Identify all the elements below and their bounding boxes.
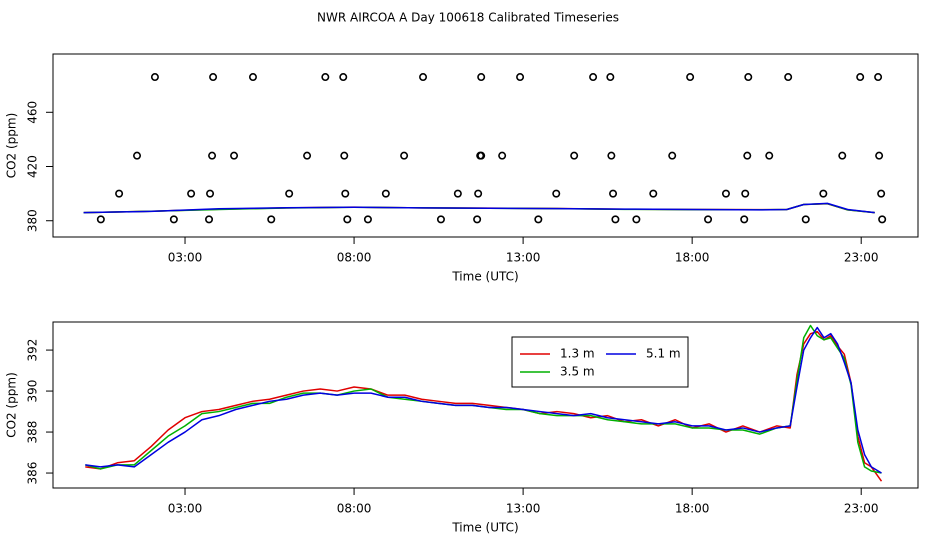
point	[339, 73, 348, 82]
y-axis-label: CO2 (ppm)	[5, 372, 19, 438]
x-tick-label: 13:00	[506, 251, 541, 265]
point	[474, 189, 483, 198]
point	[133, 151, 142, 160]
point	[801, 215, 810, 224]
x-tick-label: 03:00	[168, 502, 203, 516]
point	[363, 215, 372, 224]
point	[205, 215, 214, 224]
point	[704, 215, 713, 224]
x-tick-label: 08:00	[337, 502, 372, 516]
x-tick-label: 23:00	[844, 502, 879, 516]
point	[570, 151, 579, 160]
point	[856, 73, 865, 82]
point	[285, 189, 294, 198]
point	[668, 151, 677, 160]
point	[187, 189, 196, 198]
point	[436, 215, 445, 224]
point	[477, 151, 486, 160]
point	[838, 151, 847, 160]
y-tick-label: 420	[26, 155, 40, 178]
point	[208, 151, 217, 160]
y-tick-label: 392	[26, 339, 40, 362]
point	[632, 215, 641, 224]
point	[321, 73, 330, 82]
point	[169, 215, 178, 224]
x-axis-label: Time (UTC)	[451, 270, 518, 284]
x-tick-label: 03:00	[168, 251, 203, 265]
point	[606, 73, 615, 82]
point	[878, 215, 887, 224]
y-tick-label: 380	[26, 209, 40, 232]
x-axis-label: Time (UTC)	[451, 521, 518, 535]
point	[649, 189, 658, 198]
point	[589, 73, 598, 82]
point	[267, 215, 276, 224]
point	[473, 215, 482, 224]
point	[744, 73, 753, 82]
point	[343, 215, 352, 224]
point	[686, 73, 695, 82]
x-tick-label: 23:00	[844, 251, 879, 265]
point	[115, 189, 124, 198]
point	[607, 151, 616, 160]
y-tick-label: 386	[26, 462, 40, 485]
point	[552, 189, 561, 198]
point	[381, 189, 390, 198]
legend-label: 5.1 m	[646, 347, 681, 361]
point	[340, 151, 349, 160]
series-line	[85, 326, 882, 474]
point	[819, 189, 828, 198]
legend-label: 1.3 m	[560, 347, 595, 361]
point	[784, 73, 793, 82]
y-tick-label: 390	[26, 380, 40, 403]
x-tick-label: 18:00	[675, 502, 710, 516]
legend-label: 3.5 m	[560, 365, 595, 379]
plot-frame	[52, 53, 919, 238]
point	[150, 73, 159, 82]
point	[877, 189, 886, 198]
point	[874, 73, 883, 82]
plot-frame	[52, 321, 919, 489]
point	[875, 151, 884, 160]
point	[248, 73, 257, 82]
point	[765, 151, 774, 160]
point	[96, 215, 105, 224]
point	[206, 189, 215, 198]
point	[609, 189, 618, 198]
y-tick-label: 388	[26, 421, 40, 444]
x-tick-label: 08:00	[337, 251, 372, 265]
series-line	[85, 324, 882, 474]
point	[419, 73, 428, 82]
chart-title: NWR AIRCOA A Day 100618 Calibrated Times…	[317, 11, 619, 25]
point	[611, 215, 620, 224]
x-tick-label: 18:00	[675, 251, 710, 265]
point	[721, 189, 730, 198]
y-tick-label: 460	[26, 101, 40, 124]
point	[209, 73, 218, 82]
point	[743, 151, 752, 160]
series-line	[83, 202, 875, 214]
point	[741, 189, 750, 198]
point	[230, 151, 239, 160]
point	[477, 73, 486, 82]
x-tick-label: 13:00	[506, 502, 541, 516]
point	[534, 215, 543, 224]
point	[341, 189, 350, 198]
point	[516, 73, 525, 82]
point	[400, 151, 409, 160]
point	[740, 215, 749, 224]
point	[498, 151, 507, 160]
y-axis-label: CO2 (ppm)	[5, 113, 19, 179]
point	[453, 189, 462, 198]
legend-box	[511, 336, 689, 388]
point	[303, 151, 312, 160]
